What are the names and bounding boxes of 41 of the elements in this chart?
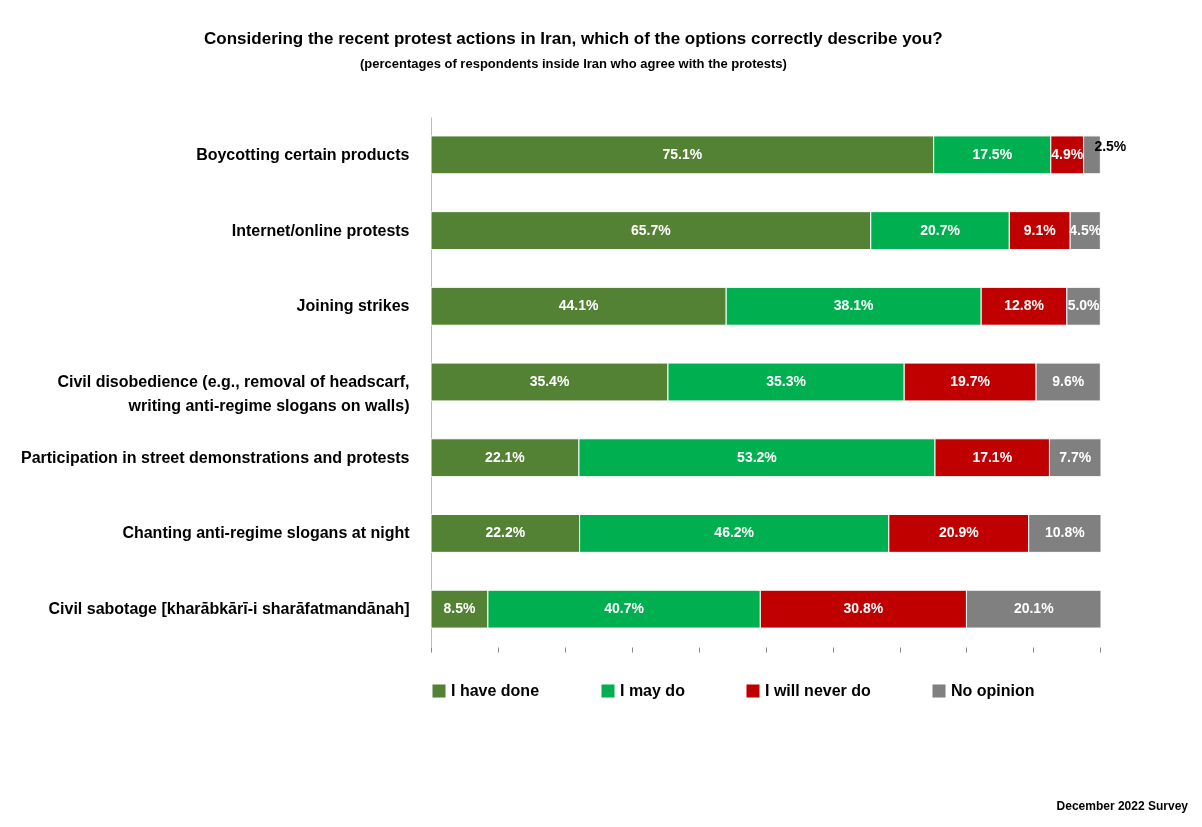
legend-label: I have done bbox=[451, 682, 540, 699]
data-label: 2.5% bbox=[1094, 137, 1127, 154]
legend-label: No opinion bbox=[951, 682, 1035, 699]
data-label: 20.7% bbox=[920, 221, 961, 238]
data-label: 17.5% bbox=[972, 145, 1013, 162]
data-label: 38.1% bbox=[833, 297, 875, 314]
data-label: 20.9% bbox=[938, 524, 980, 541]
data-label: 9.6% bbox=[1052, 373, 1085, 389]
y-tick-label: Civil disobedience (e.g., removal of headscarf, writing anti-regime slogans on walls) bbox=[57, 373, 410, 414]
data-label: 40.7% bbox=[604, 600, 645, 617]
data-label: 12.8% bbox=[1004, 297, 1045, 314]
legend-label: I will never do bbox=[765, 682, 872, 699]
y-tick-label: Civil sabotage [kharābkārī-i sharāfatmandānah] bbox=[48, 600, 410, 618]
y-tick-label: Joining strikes bbox=[296, 297, 410, 315]
data-label: 35.3% bbox=[766, 373, 807, 389]
text: December 2022 Survey bbox=[1056, 799, 1188, 813]
data-label: 53.2% bbox=[737, 448, 778, 465]
y-tick-label: Chanting anti-regime slogans at night bbox=[122, 524, 411, 542]
data-label: 35.4% bbox=[529, 373, 570, 389]
data-label: 22.1% bbox=[485, 448, 526, 465]
y-tick-label: Boycotting certain products bbox=[196, 145, 410, 163]
data-label: 20.1% bbox=[1013, 600, 1055, 617]
data-label: 17.1% bbox=[972, 448, 1013, 465]
data-label: 46.2% bbox=[714, 524, 755, 541]
data-label: 30.8% bbox=[843, 600, 884, 617]
data-label: 19.7% bbox=[950, 373, 991, 389]
data-label: 8.5% bbox=[443, 600, 476, 617]
data-label: 44.1% bbox=[558, 297, 599, 314]
y-tick-label: Participation in street demonstrations and protests bbox=[20, 448, 410, 466]
chart-title: Considering the recent protest actions in Iran, which of the options correctly describe you? bbox=[204, 29, 943, 48]
chart-subtitle: (percentages of respondents inside Iran who agree with the protests) bbox=[359, 56, 787, 71]
data-label: 5.0% bbox=[1067, 297, 1101, 314]
data-label: 10.8% bbox=[1045, 524, 1086, 541]
data-label: 65.7% bbox=[631, 221, 672, 238]
data-label: 9.1% bbox=[1023, 221, 1057, 238]
y-tick-label: Internet/online protests bbox=[231, 221, 410, 239]
data-label: 22.2% bbox=[485, 524, 526, 541]
legend-label: I may do bbox=[620, 682, 686, 699]
data-label: 75.1% bbox=[662, 145, 703, 162]
data-label: 4.9% bbox=[1051, 145, 1084, 162]
data-label: 7.7% bbox=[1059, 448, 1092, 465]
